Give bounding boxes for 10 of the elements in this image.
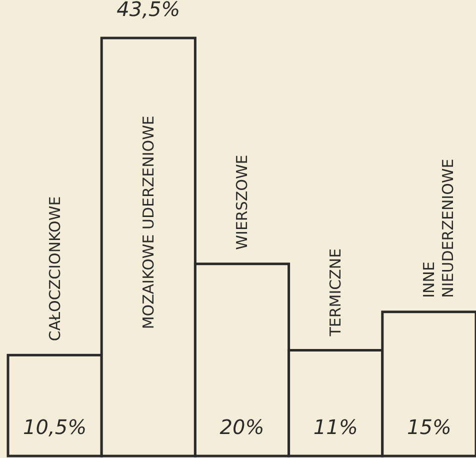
data-label: 10,5% bbox=[23, 415, 87, 439]
x-tick-label: INNE NIEUDERZENIOWE bbox=[420, 158, 458, 298]
data-label: 15% bbox=[406, 415, 452, 439]
x-tick-label: WIERSZOWE bbox=[233, 154, 251, 250]
x-tick-label: CAŁOCZCIONKOWE bbox=[46, 196, 64, 342]
data-label: 43,5% bbox=[116, 0, 180, 21]
x-tick-label: MOZAIKOWE UDERZENIOWE bbox=[139, 116, 158, 330]
data-label: 11% bbox=[313, 415, 358, 439]
data-label: 20% bbox=[220, 415, 264, 439]
x-tick-label: TERMICZNE bbox=[326, 248, 345, 338]
